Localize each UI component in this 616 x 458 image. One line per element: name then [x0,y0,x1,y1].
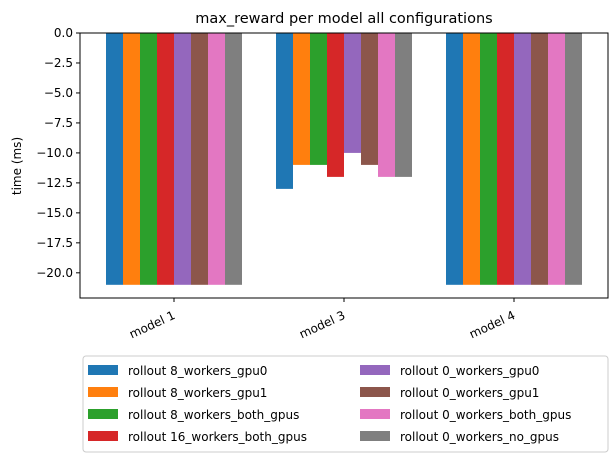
legend-swatch [360,431,390,441]
y-tick-label: −2.5 [44,56,73,70]
y-tick-label: 0.0 [54,26,73,40]
bar [310,33,327,165]
bar [276,33,293,189]
legend-label: rollout 16_workers_both_gpus [128,430,307,444]
bar [361,33,378,165]
legend-label: rollout 8_workers_gpu1 [128,386,267,400]
y-tick-label: −20.0 [36,266,73,280]
bar [497,33,514,285]
x-tick-label: model 1 [127,308,177,341]
legend-label: rollout 0_workers_gpu1 [400,386,539,400]
y-tick-label: −5.0 [44,86,73,100]
bar [293,33,310,165]
legend-swatch [88,365,118,375]
bar [123,33,140,285]
bar [191,33,208,285]
bar [344,33,361,153]
bar [395,33,412,177]
legend-label: rollout 0_workers_both_gpus [400,408,571,422]
bar [514,33,531,285]
chart-title: max_reward per model all configurations [195,11,492,27]
y-tick-label: −17.5 [36,236,73,250]
legend-swatch [88,387,118,397]
bar [327,33,344,177]
x-tick-label: model 3 [297,308,347,341]
legend-label: rollout 0_workers_no_gpus [400,430,559,444]
bar [565,33,582,285]
legend-swatch [360,387,390,397]
y-axis: 0.0 −2.5 −5.0 −7.5 −10.0 −12.5 −15.0 −17.5 −20.0 [36,26,80,280]
bar [140,33,157,285]
legend-label: rollout 8_workers_both_gpus [128,408,299,422]
legend-frame [82,355,609,453]
y-tick-label: −10.0 [36,146,73,160]
y-axis-label: time (ms) [10,137,24,195]
legend-swatch [360,365,390,375]
y-tick-label: −12.5 [36,176,73,190]
bar [463,33,480,285]
legend-label: rollout 0_workers_gpu0 [400,364,539,378]
legend-swatch [88,409,118,419]
legend-label: rollout 8_workers_gpu0 [128,364,267,378]
bar [378,33,395,177]
bar [446,33,463,285]
legend-swatch [88,431,118,441]
x-axis: model 1 model 3 model 4 [127,298,517,341]
bars-group [106,33,582,285]
bar [225,33,242,285]
bar [208,33,225,285]
x-tick-label: model 4 [467,308,517,341]
bar [480,33,497,285]
bar [548,33,565,285]
bar [531,33,548,285]
bar [174,33,191,285]
y-tick-label: −15.0 [36,206,73,220]
bar [157,33,174,285]
bar [106,33,123,285]
legend-swatch [360,409,390,419]
y-tick-label: −7.5 [44,116,73,130]
